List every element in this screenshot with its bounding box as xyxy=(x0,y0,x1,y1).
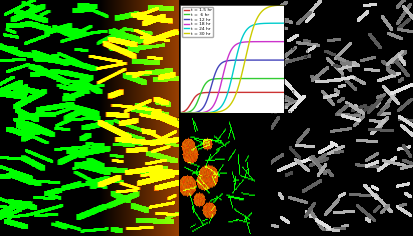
t = 18 hr xyxy=(280,40,285,43)
t = 24 hr xyxy=(278,22,283,25)
t = 30 hr xyxy=(233,92,238,95)
t = 30 hr xyxy=(226,105,231,107)
t = 30 hr xyxy=(278,4,283,6)
t = 1.5 hr xyxy=(239,91,244,94)
t = 12 hr xyxy=(227,59,232,62)
t = 1.5 hr xyxy=(233,91,238,94)
t = 18 hr xyxy=(226,53,231,55)
t =  6 hr xyxy=(226,77,231,80)
t = 24 hr xyxy=(233,57,238,60)
t =  6 hr xyxy=(233,77,238,80)
t = 12 hr xyxy=(278,59,283,62)
Y-axis label: Shh (nM): Shh (nM) xyxy=(301,48,306,70)
t = 30 hr xyxy=(227,104,232,107)
t = 12 hr xyxy=(177,112,182,115)
t = 18 hr xyxy=(239,41,244,44)
t = 12 hr xyxy=(226,59,231,62)
Legend: t = 1.5 hr, t =  6 hr, t = 12 hr, t = 18 hr, t = 24 hr, t = 30 hr: t = 1.5 hr, t = 6 hr, t = 12 hr, t = 18 … xyxy=(182,7,213,37)
t = 30 hr xyxy=(177,112,182,115)
t =  6 hr xyxy=(280,77,285,80)
t =  6 hr xyxy=(227,77,232,80)
t = 30 hr xyxy=(262,8,267,10)
t = 30 hr xyxy=(280,4,285,6)
t = 24 hr xyxy=(226,86,231,89)
t = 18 hr xyxy=(262,40,267,43)
t = 1.5 hr xyxy=(278,91,283,94)
Line: t =  6 hr: t = 6 hr xyxy=(180,79,283,113)
t = 12 hr xyxy=(239,59,244,62)
t = 18 hr xyxy=(177,112,182,115)
t = 24 hr xyxy=(262,22,267,25)
t =  6 hr xyxy=(239,77,244,80)
Line: t = 18 hr: t = 18 hr xyxy=(180,42,283,113)
t = 18 hr xyxy=(233,43,238,46)
t =  6 hr xyxy=(278,77,283,80)
t = 30 hr xyxy=(239,73,244,76)
t = 24 hr xyxy=(227,84,232,87)
t =  6 hr xyxy=(262,77,267,80)
Line: t = 24 hr: t = 24 hr xyxy=(180,23,283,113)
t = 1.5 hr xyxy=(226,91,231,94)
t = 1.5 hr xyxy=(177,111,182,114)
t = 18 hr xyxy=(227,51,232,54)
Line: t = 30 hr: t = 30 hr xyxy=(180,5,283,113)
Line: t = 1.5 hr: t = 1.5 hr xyxy=(180,92,283,113)
t = 12 hr xyxy=(233,59,238,62)
t = 24 hr xyxy=(239,38,244,40)
t =  6 hr xyxy=(177,112,182,115)
t = 1.5 hr xyxy=(227,91,232,94)
Line: t = 12 hr: t = 12 hr xyxy=(180,60,283,113)
t = 1.5 hr xyxy=(262,91,267,94)
t = 1.5 hr xyxy=(280,91,285,94)
t = 18 hr xyxy=(278,40,283,43)
t = 12 hr xyxy=(262,59,267,62)
t = 24 hr xyxy=(280,22,285,25)
t = 12 hr xyxy=(280,59,285,62)
t = 24 hr xyxy=(177,112,182,115)
